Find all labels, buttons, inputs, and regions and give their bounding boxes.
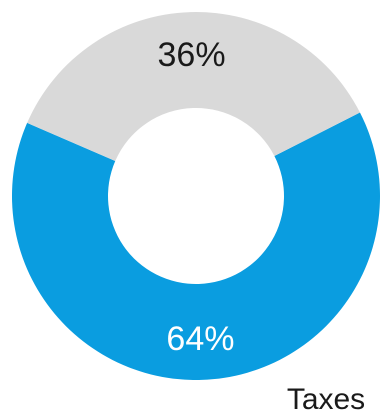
- donut-slice-1: [27, 12, 360, 162]
- slice-label-0: 64%: [166, 320, 234, 358]
- category-label: Taxes: [287, 383, 365, 416]
- donut-slice-0: [12, 112, 380, 380]
- slice-labels: 64% 36%: [158, 36, 235, 358]
- donut-slices: [12, 12, 380, 380]
- slice-label-1: 36%: [158, 36, 226, 74]
